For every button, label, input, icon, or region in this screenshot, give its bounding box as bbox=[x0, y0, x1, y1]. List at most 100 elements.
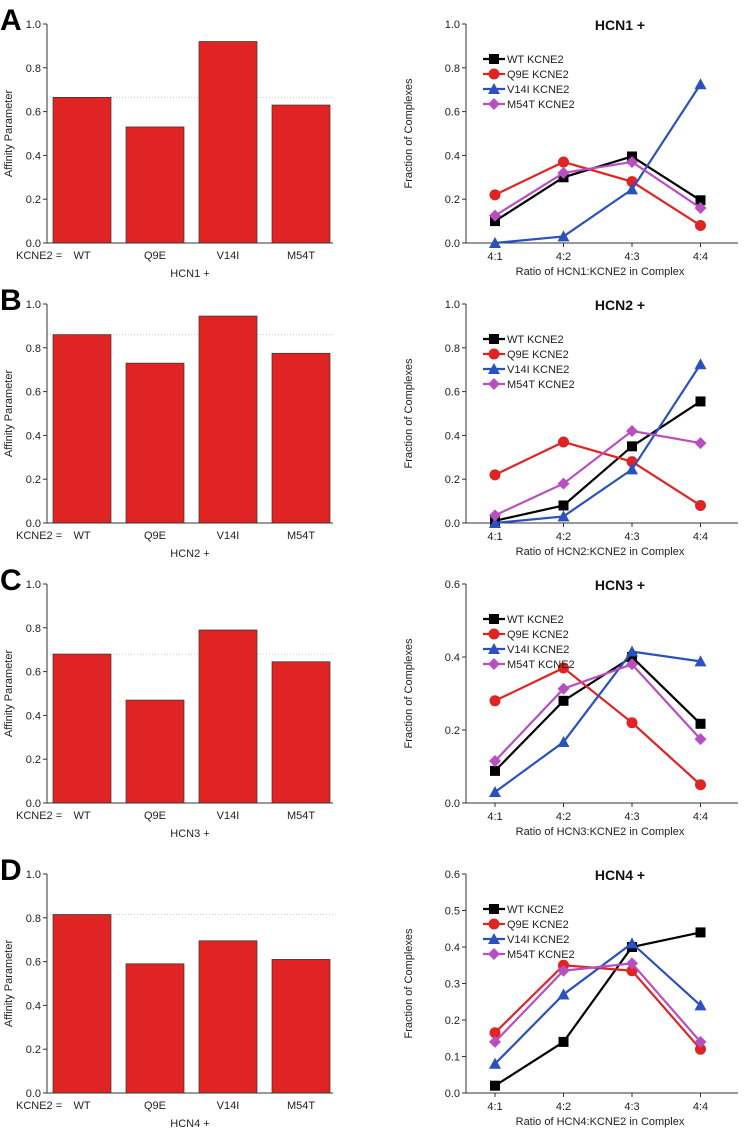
y-tick-label: 0.8 bbox=[445, 343, 460, 355]
series-q9e: Q9E KCNE2 bbox=[483, 918, 706, 1055]
bar bbox=[198, 940, 258, 1094]
marker-square bbox=[695, 718, 706, 729]
marker-square bbox=[627, 652, 637, 662]
series-m54t: M54T KCNE2 bbox=[483, 378, 707, 522]
marker-circle bbox=[695, 219, 706, 231]
marker-circle bbox=[695, 499, 706, 511]
marker-diamond bbox=[626, 155, 638, 168]
legend-label: Q9E KCNE2 bbox=[507, 349, 569, 361]
y-tick-label: 0.8 bbox=[26, 623, 41, 635]
x-tick-label: 4:3 bbox=[624, 1101, 639, 1113]
y-tick-label: 0.0 bbox=[26, 798, 41, 810]
bar bbox=[271, 959, 331, 1094]
x-tick-label: WT bbox=[73, 1100, 90, 1112]
x-tick-label: V14I bbox=[217, 250, 240, 262]
x-axis-label: HCN1 + bbox=[170, 268, 209, 280]
chart-title: HCN1 + bbox=[595, 17, 645, 33]
x-axis-label: Ratio of HCN4:KCNE2 in Complex bbox=[516, 1116, 685, 1128]
x-tick-label: 4:2 bbox=[556, 251, 571, 263]
y-tick-label: 0.6 bbox=[26, 107, 41, 119]
x-tick-label: 4:1 bbox=[487, 251, 502, 263]
marker-square bbox=[489, 904, 499, 914]
y-tick-label: 1.0 bbox=[26, 19, 41, 31]
marker-square bbox=[627, 441, 637, 452]
y-tick-label: 0.2 bbox=[26, 194, 41, 206]
bar bbox=[198, 315, 258, 524]
y-tick-label: 0.8 bbox=[26, 913, 41, 925]
x-tick-label: 4:1 bbox=[487, 811, 502, 823]
y-tick-label: 0.0 bbox=[445, 518, 460, 530]
y-tick-label: 0.6 bbox=[445, 579, 460, 591]
marker-diamond bbox=[489, 509, 501, 522]
marker-diamond bbox=[694, 733, 707, 746]
series-v14i: V14I KCNE2 bbox=[483, 78, 707, 248]
series-line bbox=[494, 962, 702, 1043]
x-axis-label: HCN4 + bbox=[170, 1118, 209, 1130]
marker-diamond bbox=[626, 425, 638, 438]
bar-chart: B WT Q9E V14I M54T 0.0 0.2 0.4 0.6 0.8 1.0 KCNE2 = H… bbox=[0, 284, 333, 560]
series-line bbox=[494, 160, 702, 217]
bar bbox=[271, 104, 331, 244]
y-tick-label: 1.0 bbox=[26, 869, 41, 881]
bar bbox=[125, 126, 185, 244]
x-tick-label: M54T bbox=[287, 250, 315, 262]
y-tick-label: 1.0 bbox=[445, 299, 460, 311]
marker-square bbox=[558, 500, 569, 511]
y-tick-label: 0.4 bbox=[26, 1000, 41, 1012]
marker-triangle bbox=[557, 736, 570, 748]
marker-square bbox=[489, 614, 499, 624]
y-axis-label: Fraction of Complexes bbox=[403, 358, 415, 469]
marker-circle bbox=[558, 662, 569, 674]
y-tick-label: 0.3 bbox=[445, 979, 460, 991]
marker-diamond bbox=[694, 201, 707, 214]
marker-square bbox=[558, 695, 569, 706]
x-prefix-label: KCNE2 = bbox=[16, 1100, 62, 1112]
x-prefix-label: KCNE2 = bbox=[16, 250, 62, 262]
y-tick-label: 0.5 bbox=[445, 906, 460, 918]
y-tick-label: 0.6 bbox=[26, 957, 41, 969]
marker-diamond bbox=[488, 948, 500, 960]
bar bbox=[271, 352, 331, 524]
marker-square bbox=[695, 927, 706, 938]
x-tick-label: 4:3 bbox=[624, 251, 639, 263]
x-tick-label: 4:4 bbox=[693, 531, 708, 543]
marker-circle bbox=[489, 695, 501, 707]
marker-circle bbox=[626, 717, 638, 729]
marker-circle bbox=[695, 779, 706, 791]
marker-square bbox=[490, 1080, 500, 1091]
legend-label: V14I KCNE2 bbox=[507, 84, 569, 96]
y-axis-label: Affinity Parameter bbox=[3, 650, 15, 738]
x-axis-label: HCN2 + bbox=[170, 548, 209, 560]
marker-diamond bbox=[694, 1035, 707, 1048]
marker-circle bbox=[488, 918, 500, 930]
y-tick-label: 0.8 bbox=[26, 63, 41, 75]
marker-circle bbox=[489, 1027, 501, 1039]
marker-diamond bbox=[489, 209, 501, 222]
marker-circle bbox=[488, 628, 500, 640]
y-tick-label: 0.8 bbox=[26, 343, 41, 355]
x-tick-label: WT bbox=[73, 530, 90, 542]
marker-circle bbox=[489, 189, 501, 201]
x-tick-label: Q9E bbox=[144, 250, 166, 262]
marker-circle bbox=[488, 348, 500, 360]
marker-square bbox=[489, 54, 499, 64]
marker-triangle bbox=[488, 83, 500, 94]
series-line bbox=[494, 440, 702, 507]
x-tick-label: 4:4 bbox=[693, 811, 708, 823]
y-tick-label: 0.2 bbox=[445, 725, 460, 737]
marker-diamond bbox=[557, 166, 570, 179]
legend-label: WT KCNE2 bbox=[507, 54, 564, 66]
series-q9e: Q9E KCNE2 bbox=[483, 348, 706, 511]
series-line bbox=[494, 155, 702, 223]
x-tick-label: V14I bbox=[217, 810, 240, 822]
x-tick-label: 4:3 bbox=[624, 531, 639, 543]
marker-triangle bbox=[626, 183, 638, 195]
x-tick-label: M54T bbox=[287, 530, 315, 542]
marker-diamond bbox=[488, 658, 500, 670]
y-tick-label: 0.8 bbox=[445, 63, 460, 75]
bar-chart: C WT Q9E V14I M54T 0.0 0.2 0.4 0.6 0.8 1.0 KCNE2 = H… bbox=[0, 564, 333, 840]
series-line bbox=[494, 931, 701, 1087]
marker-triangle bbox=[557, 988, 570, 1000]
line-chart: 0.0 0.2 0.4 0.6 0.8 1.0 4:1 4:2 4:3 4:4 WT KCNE2 Q9… bbox=[403, 17, 738, 278]
